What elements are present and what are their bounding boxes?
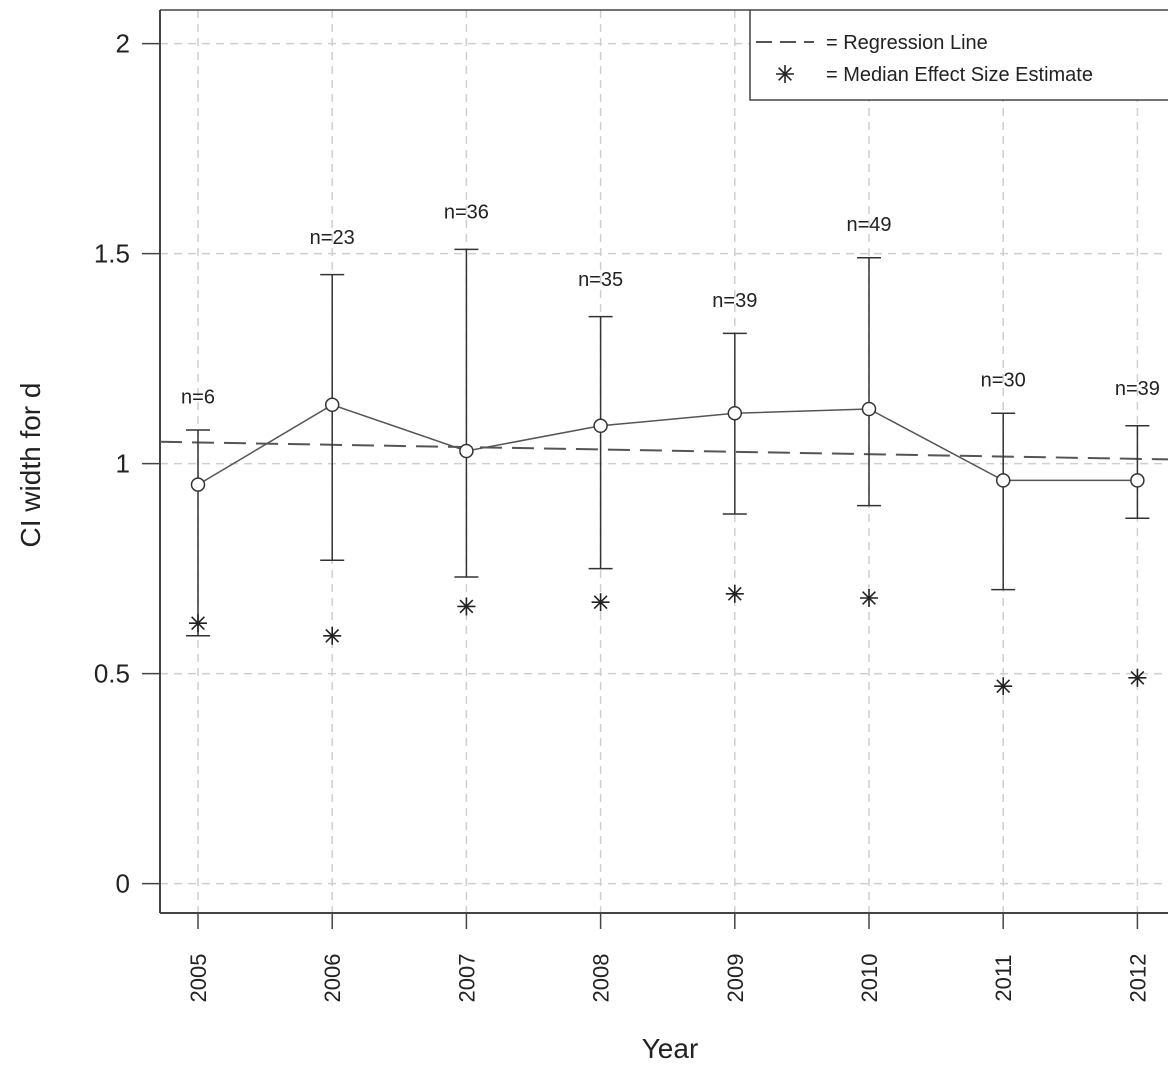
x-tick-label: 2006 [320,954,345,1003]
median-asterisks [189,584,1147,696]
mean-line [197,403,1138,486]
median-point-2008 [591,593,610,612]
legend-box [749,9,1168,101]
sample-size-label: n=23 [310,227,355,249]
asterisk-stroke [996,679,1011,694]
median-point-2009 [725,584,744,603]
sample-size-label: n=30 [981,370,1026,392]
mean-point-2011 [995,473,1011,488]
x-tick-label: 2012 [1125,954,1150,1003]
sample-size-label: n=6 [181,386,215,408]
median-point-2011 [994,677,1013,696]
mean-point-2012 [1130,473,1145,488]
asterisk-stroke [325,628,340,643]
sample-size-label: n=39 [712,290,757,312]
y-tick-label: 2 [116,29,130,59]
legend-asterisk-symbol [776,65,794,83]
mean-point-2006 [324,397,340,413]
x-tick-label: 2011 [991,954,1016,1001]
x-tick-label: 2005 [186,954,211,1003]
y-tick-label: 0 [116,869,130,899]
y-tick-label: 1 [116,449,130,479]
median-point-2006 [323,626,342,645]
regression-line [159,440,1168,461]
legend: = Regression Line = Median Effect Size E… [749,9,1168,101]
sample-size-labels: n=6 n=23 n=36 n=35 n=39 n=49 n=30 n=39 [181,202,1160,409]
asterisk-stroke [1130,670,1145,685]
mean-point-2008 [593,418,608,434]
regression-layer [159,440,1168,461]
mean-point-2005 [190,477,206,492]
asterisk-stroke [459,599,474,614]
asterisk-stroke [862,591,876,605]
asterisk-stroke [778,67,792,81]
x-tick-label: 2008 [589,954,614,1003]
y-axis-title: CI width for d [15,383,46,548]
median-point-2007 [457,597,476,616]
sample-size-label: n=49 [846,214,891,236]
sample-size-label: n=36 [444,202,489,224]
sample-size-label: n=35 [578,269,623,291]
sample-size-label: n=39 [1115,378,1160,400]
grid-layer [160,10,1168,913]
legend-regression-label: = Regression Line [826,32,988,54]
x-tick-label: 2007 [454,954,479,1003]
asterisk-stroke [191,616,205,631]
mean-markers [190,397,1145,492]
x-tick-label: 2009 [723,954,748,1003]
y-tick-label: 0.5 [94,659,130,689]
asterisk-stroke [593,595,608,610]
error-bars [186,248,1150,637]
legend-median-label: = Median Effect Size Estimate [826,64,1093,86]
asterisk-stroke [727,586,742,601]
median-point-2005 [189,614,207,633]
mean-point-2010 [861,401,877,417]
mean-point-2007 [459,443,474,459]
x-axis-title: Year [642,1033,699,1064]
y-tick-label: 1.5 [94,239,130,269]
axes-layer [142,9,1168,929]
median-point-2010 [860,589,878,607]
median-point-2012 [1128,668,1147,687]
mean-point-2009 [727,405,743,421]
legend-asterisk [776,65,794,83]
tick-labels: 0 0.5 1 1.5 2 2005 2006 2007 2008 2009 2010 2011 201… [94,29,1151,1003]
x-tick-label: 2010 [857,954,882,1003]
mean-line-series [197,403,1138,486]
